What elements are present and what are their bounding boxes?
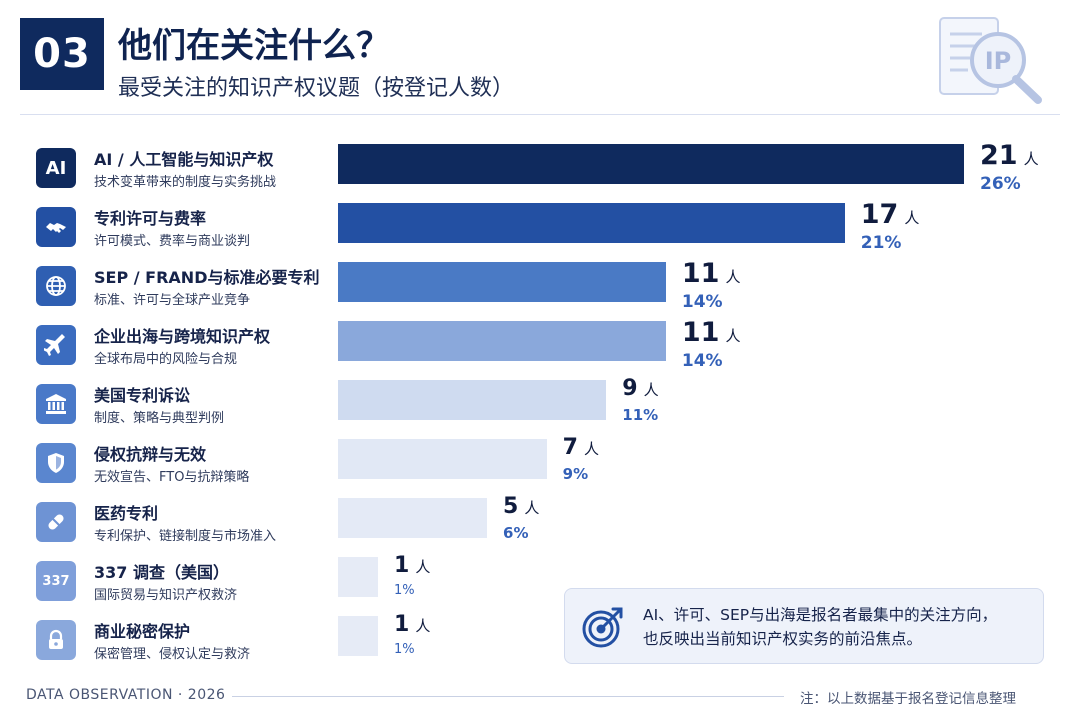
value-unit: 人 xyxy=(725,268,741,286)
percentage-label: 6% xyxy=(503,524,529,542)
callout-line-2: 也反映出当前知识产权实务的前沿焦点。 xyxy=(643,630,923,648)
bar xyxy=(338,616,378,656)
text-337-icon: 337 xyxy=(36,561,76,601)
category-description: 标准、许可与全球产业竞争 xyxy=(94,293,251,308)
footer-divider xyxy=(232,696,784,697)
footer-note: 注：以上数据基于报名登记信息整理 xyxy=(800,691,1016,707)
category-label: 美国专利诉讼 xyxy=(94,386,191,405)
value-label: 11 人 xyxy=(682,317,741,348)
bar xyxy=(338,262,666,302)
value-label: 17 人 xyxy=(861,199,920,230)
pill-icon xyxy=(36,502,76,542)
chart-row: 商业秘密保护 保密管理、侵权认定与救济 1 人 1% xyxy=(36,612,1046,666)
chart-row: 企业出海与跨境知识产权 全球布局中的风险与合规 11 人 14% xyxy=(36,317,1046,371)
category-description: 许可模式、费率与商业谈判 xyxy=(94,234,251,249)
bar xyxy=(338,321,666,361)
chart-row: 美国专利诉讼制度、策略与典型判例 9 人 11% xyxy=(36,376,1046,430)
chart-row: 337 337 调查（美国） 国际贸易与知识产权救济 1 人 1% xyxy=(36,553,1046,607)
section-number-badge: 03 xyxy=(20,18,104,90)
value-unit: 人 xyxy=(415,558,431,576)
percentage-label: 9% xyxy=(562,465,589,483)
page-title: 他们在关注什么？ xyxy=(118,26,390,66)
value-number: 1 xyxy=(394,612,410,637)
header-divider xyxy=(20,114,1060,115)
category-label: 337 调查（美国） xyxy=(94,563,229,582)
category-description: 制度、策略与典型判例 xyxy=(94,411,225,426)
handshake-icon xyxy=(36,207,76,247)
value-number: 7 xyxy=(562,435,578,460)
percentage-label: 26% xyxy=(980,174,1021,194)
category-label: SEP / FRAND与标准必要专利 xyxy=(94,268,320,287)
category-label: 专利许可与费率 xyxy=(94,209,207,228)
percentage-label: 14% xyxy=(681,351,723,371)
category-description: 技术变革带来的制度与实务挑战 xyxy=(94,175,277,190)
bar xyxy=(338,144,964,184)
courthouse-icon xyxy=(36,384,76,424)
percentage-label: 21% xyxy=(860,233,902,253)
value-number: 9 xyxy=(622,376,638,401)
category-description: 保密管理、侵权认定与救济 xyxy=(94,647,251,662)
category-label: 企业出海与跨境知识产权 xyxy=(94,327,271,346)
value-unit: 人 xyxy=(415,617,431,635)
ai-text-icon: AI xyxy=(36,148,76,188)
percentage-label: 1% xyxy=(394,583,415,598)
globe-icon xyxy=(36,266,76,306)
value-unit: 人 xyxy=(524,499,540,517)
lock-icon xyxy=(36,620,76,660)
value-number: 1 xyxy=(394,553,410,578)
chart-row: AI AI / 人工智能与知识产权 技术变革带来的制度与实务挑战 21 人 26% xyxy=(36,140,1046,194)
footer-label: DATA OBSERVATION · 2026 xyxy=(26,687,226,703)
value-number: 11 xyxy=(681,258,720,289)
bar xyxy=(338,498,488,538)
ip-document-magnifier-icon: IP xyxy=(939,17,1042,104)
category-label: AI / 人工智能与知识产权 xyxy=(94,150,274,169)
category-label: 商业秘密保护 xyxy=(94,622,191,641)
category-label: 侵权抗辩与无效 xyxy=(94,445,207,464)
chart-row: 医药专利专利保护、链接制度与市场准入 5 人 6% xyxy=(36,494,1046,548)
value-unit: 人 xyxy=(643,381,659,399)
category-description: 专利保护、链接制度与市场准入 xyxy=(94,529,277,544)
value-number: 11 xyxy=(681,317,720,348)
value-number: 21 xyxy=(980,140,1018,171)
value-unit: 人 xyxy=(725,327,741,345)
percentage-label: 14% xyxy=(681,292,723,312)
page-subtitle: 最受关注的知识产权议题（按登记人数） xyxy=(118,76,515,101)
value-label: 21 人 xyxy=(980,140,1039,171)
value-number: 5 xyxy=(503,494,519,519)
ip-logo-text: IP xyxy=(985,47,1012,75)
value-number: 17 xyxy=(860,199,899,230)
shield-icon xyxy=(36,443,76,483)
value-label: 11 人 xyxy=(682,258,741,289)
bar xyxy=(338,557,378,597)
percentage-label: 11% xyxy=(622,406,659,424)
category-description: 无效宣告、FTO与抗辩策略 xyxy=(94,470,250,485)
percentage-label: 1% xyxy=(394,642,415,657)
chart-row: 侵权抗辩与无效无效宣告、FTO与抗辩策略 7 人 9% xyxy=(36,435,1046,489)
bar xyxy=(338,439,547,479)
value-unit: 人 xyxy=(904,209,920,227)
airplane-icon xyxy=(36,325,76,365)
target-icon xyxy=(582,607,623,648)
value-unit: 人 xyxy=(1023,150,1039,168)
value-unit: 人 xyxy=(583,440,599,458)
insight-callout: AI、许可、SEP与出海是报名者最集中的关注方向， 也反映出当前知识产权实务的前… xyxy=(564,588,1044,664)
category-label: 医药专利 xyxy=(94,504,159,523)
callout-line-1: AI、许可、SEP与出海是报名者最集中的关注方向， xyxy=(643,606,998,624)
category-description: 国际贸易与知识产权救济 xyxy=(94,588,238,603)
chart-row: SEP / FRAND与标准必要专利 标准、许可与全球产业竞争 11 人 14% xyxy=(36,258,1046,312)
category-description: 全球布局中的风险与合规 xyxy=(94,352,238,367)
chart-row: 专利许可与费率 许可模式、费率与商业谈判 17 人 21% xyxy=(36,199,1046,253)
bar xyxy=(338,380,607,420)
bar xyxy=(338,203,845,243)
